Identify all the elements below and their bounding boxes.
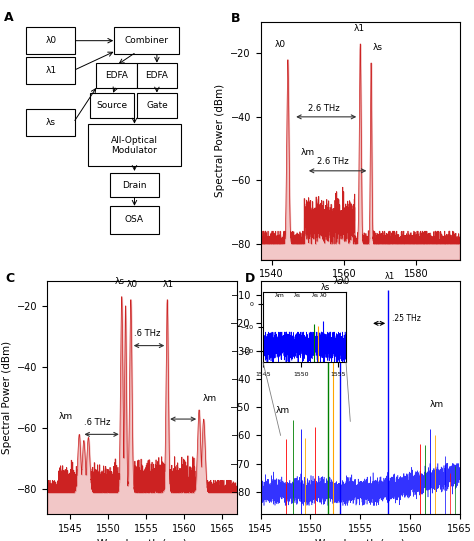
Text: λs: λs — [114, 278, 125, 286]
FancyBboxPatch shape — [110, 173, 159, 197]
Text: λm: λm — [301, 148, 315, 157]
Text: λs: λs — [373, 43, 383, 52]
Text: 2.6 THz: 2.6 THz — [308, 103, 340, 113]
FancyBboxPatch shape — [88, 124, 182, 167]
FancyBboxPatch shape — [137, 93, 177, 118]
Y-axis label: Spectral Power (dBm): Spectral Power (dBm) — [1, 341, 12, 454]
FancyBboxPatch shape — [27, 57, 75, 84]
Text: λ1: λ1 — [354, 24, 365, 33]
Text: λm: λm — [276, 406, 290, 415]
Text: EDFA: EDFA — [105, 71, 128, 80]
Text: λm: λm — [430, 400, 444, 410]
Text: λ0: λ0 — [340, 277, 350, 286]
Text: .25 THz: .25 THz — [392, 314, 421, 322]
Text: .6 THz: .6 THz — [83, 418, 110, 427]
Text: A: A — [4, 11, 14, 24]
Text: C: C — [6, 272, 15, 285]
FancyBboxPatch shape — [114, 27, 179, 55]
Text: λm: λm — [274, 293, 284, 298]
Text: λm: λm — [203, 394, 217, 403]
FancyBboxPatch shape — [27, 109, 75, 136]
Text: λs: λs — [312, 293, 319, 298]
Text: λs: λs — [334, 277, 343, 286]
Y-axis label: Spectral Power (dBm): Spectral Power (dBm) — [215, 84, 225, 197]
Text: Combiner: Combiner — [125, 36, 169, 45]
FancyBboxPatch shape — [110, 206, 159, 234]
Text: λ0: λ0 — [127, 280, 138, 289]
X-axis label: Wavelength (nm): Wavelength (nm) — [97, 539, 187, 541]
Text: λ1: λ1 — [163, 280, 174, 289]
Text: λs: λs — [321, 283, 330, 292]
Text: OSA: OSA — [125, 215, 144, 225]
Text: λs: λs — [46, 118, 56, 127]
Text: λ0: λ0 — [319, 293, 327, 298]
Text: All-Optical
Modulator: All-Optical Modulator — [111, 135, 158, 155]
Text: λ0: λ0 — [275, 40, 286, 49]
FancyBboxPatch shape — [90, 93, 135, 118]
Text: λs: λs — [293, 293, 301, 298]
FancyBboxPatch shape — [27, 27, 75, 55]
Text: EDFA: EDFA — [146, 71, 168, 80]
FancyBboxPatch shape — [137, 63, 177, 88]
Text: λ1: λ1 — [385, 272, 395, 281]
Text: B: B — [231, 12, 240, 25]
Text: Gate: Gate — [146, 101, 168, 110]
X-axis label: Wavelength (nm): Wavelength (nm) — [315, 539, 405, 541]
Text: .6 THz: .6 THz — [134, 329, 161, 339]
Text: D: D — [245, 272, 255, 285]
Text: λ0: λ0 — [46, 36, 56, 45]
X-axis label: Wavelength (nm): Wavelength (nm) — [315, 285, 405, 295]
Text: Drain: Drain — [122, 181, 147, 189]
Text: 2.6 THz: 2.6 THz — [317, 157, 349, 167]
FancyBboxPatch shape — [96, 63, 137, 88]
Text: λ1: λ1 — [46, 66, 56, 75]
Text: λm: λm — [59, 412, 73, 421]
Text: Source: Source — [97, 101, 128, 110]
